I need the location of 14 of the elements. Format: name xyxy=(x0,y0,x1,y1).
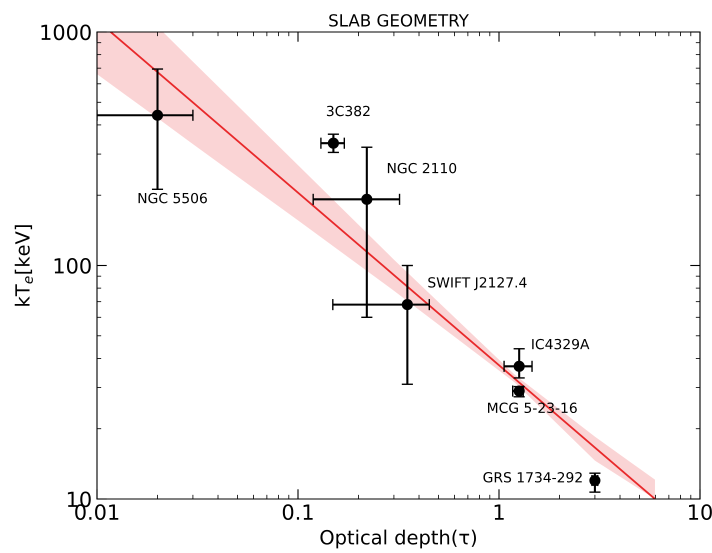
x-tick-label: 1 xyxy=(494,504,504,520)
annotation: NGC 5506 xyxy=(138,192,207,204)
y-axis-title: kT$_{e}$[keV] xyxy=(14,225,33,306)
annotation: NGC 2110 xyxy=(388,162,456,174)
x-tick-label: 10 xyxy=(689,504,712,520)
y-tick-label: 1000 xyxy=(41,24,91,40)
annotation: 3C382 xyxy=(326,106,370,116)
annotation: GRS 1734-292 xyxy=(483,472,582,483)
x-tick-label: 0.1 xyxy=(282,504,313,520)
annotation: SWIFT J2127.4 xyxy=(428,277,527,290)
y-tick-label: 100 xyxy=(54,258,91,274)
annotation: IC4329A xyxy=(532,338,590,350)
chart-title: SLAB GEOMETRY xyxy=(329,14,469,27)
x-axis-title: Optical depth(τ) xyxy=(320,530,476,548)
